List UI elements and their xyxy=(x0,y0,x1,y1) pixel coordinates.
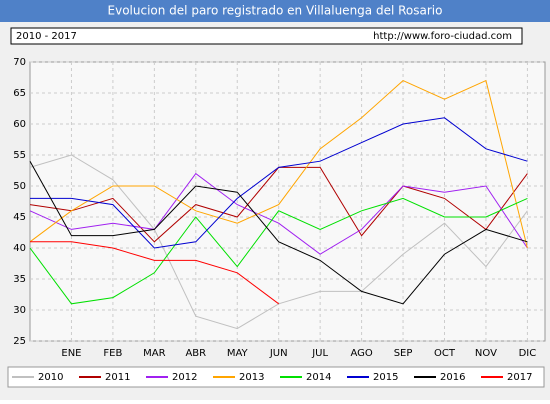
series-line xyxy=(29,172,528,255)
legend-label: 2014 xyxy=(306,372,331,383)
series-line xyxy=(30,241,279,305)
series-line xyxy=(29,160,528,305)
x-tick-label: OCT xyxy=(434,348,456,359)
y-tick-label: 70 xyxy=(13,57,26,68)
subtitle: 2010 - 2017 xyxy=(16,31,77,42)
x-tick-label: MAR xyxy=(143,348,165,359)
series-line xyxy=(30,117,528,249)
source: http://www.foro-ciudad.com xyxy=(373,31,512,42)
subtitle-box xyxy=(10,27,523,45)
x-tick-label: SEP xyxy=(394,348,413,359)
y-tick-label: 35 xyxy=(13,274,26,285)
y-tick-label: 25 xyxy=(13,336,26,347)
legend-label: 2015 xyxy=(373,372,398,383)
y-tick-label: 65 xyxy=(13,88,26,99)
legend-label: 2013 xyxy=(239,372,264,383)
legend-label: 2011 xyxy=(105,372,130,383)
x-tick-label: ABR xyxy=(185,348,206,359)
legend-label: 2017 xyxy=(507,372,532,383)
chart-title: Evolucion del paro registrado en Villalu… xyxy=(108,4,443,18)
x-tick-label: MAY xyxy=(227,348,249,359)
y-tick-label: 40 xyxy=(13,243,26,254)
y-tick-label: 45 xyxy=(13,212,26,223)
y-tick-label: 50 xyxy=(13,181,26,192)
series-line xyxy=(29,79,528,249)
x-tick-label: FEB xyxy=(103,348,122,359)
legend-label: 2010 xyxy=(38,372,63,383)
plot-area xyxy=(29,61,546,342)
legend xyxy=(7,366,545,388)
y-tick-label: 30 xyxy=(13,305,26,316)
legend-label: 2012 xyxy=(172,372,197,383)
x-tick-label: NOV xyxy=(475,348,497,359)
y-tick-label: 55 xyxy=(13,150,26,161)
x-tick-label: JUN xyxy=(269,348,288,359)
title-bar xyxy=(0,0,550,22)
x-tick-label: AGO xyxy=(350,348,372,359)
y-tick-label: 60 xyxy=(13,119,26,130)
x-tick-label: JUL xyxy=(311,348,328,359)
legend-label: 2016 xyxy=(440,372,465,383)
x-tick-label: DIC xyxy=(519,348,537,359)
series-line xyxy=(29,197,528,305)
x-tick-label: ENE xyxy=(61,348,81,359)
